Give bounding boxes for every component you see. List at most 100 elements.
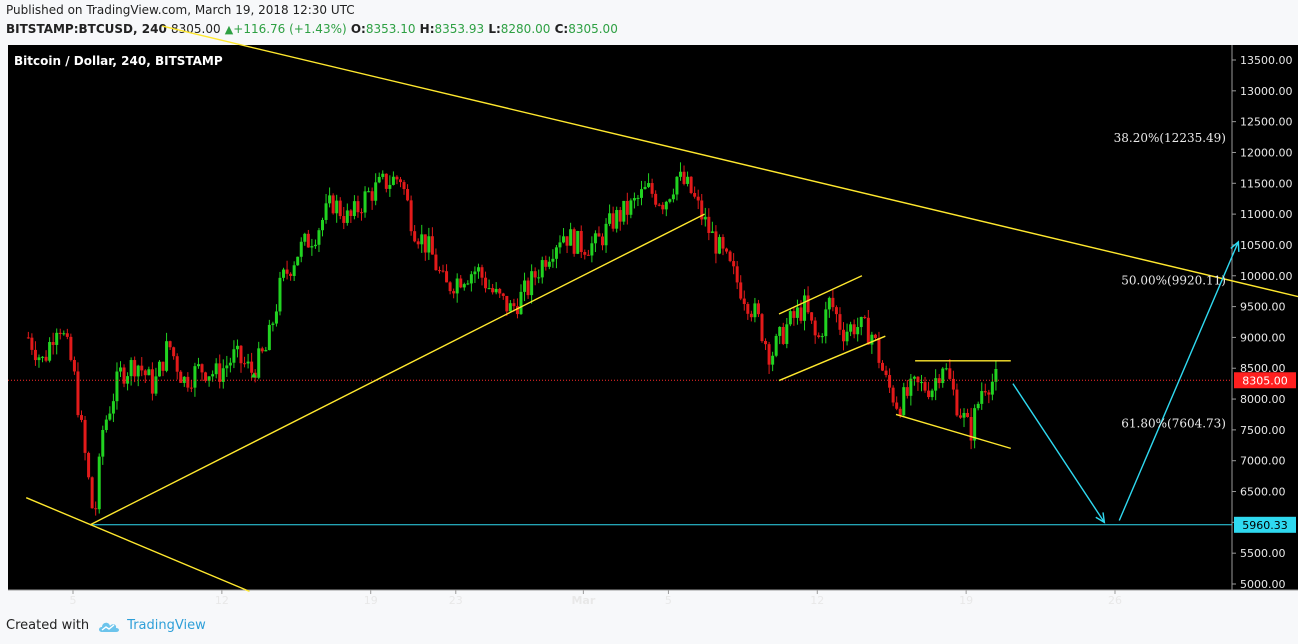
candle-body (126, 376, 130, 384)
trendline[interactable] (778, 275, 863, 315)
candle-body (519, 291, 523, 315)
candle-body (586, 254, 590, 256)
created-with-label: Created with (6, 618, 90, 633)
candle-body (803, 295, 807, 321)
candle-body (813, 320, 817, 336)
candle-body (880, 362, 884, 371)
candle-body (501, 293, 505, 296)
y-tick-label: 7000.00 (1240, 455, 1286, 468)
candle-body (703, 216, 707, 220)
candle-body (696, 196, 700, 201)
trendline[interactable] (895, 413, 1011, 450)
support-tag-label: 5960.33 (1242, 519, 1288, 532)
candle-body (359, 212, 363, 214)
last-price-tag (1234, 372, 1296, 389)
candle-body (37, 357, 41, 361)
trendline[interactable] (162, 25, 1298, 324)
candle-body (859, 316, 863, 328)
candle-body (264, 350, 268, 352)
candle-body (608, 213, 612, 224)
candle-body (554, 247, 558, 259)
support-tag (1234, 516, 1296, 533)
candle-body (565, 236, 569, 246)
candle-body (597, 233, 601, 237)
candle-body (381, 173, 385, 177)
trendline[interactable] (89, 213, 705, 526)
candle-body (342, 216, 346, 223)
candle-body (884, 370, 888, 376)
y-tick-label: 11000.00 (1240, 208, 1293, 221)
candle-body (26, 337, 30, 339)
x-tick-label: Mar (571, 594, 595, 607)
candle-body (551, 258, 555, 262)
candle-body (739, 282, 743, 299)
trendline[interactable] (778, 335, 886, 382)
candle-body (604, 223, 608, 246)
projection-arrow[interactable] (1118, 241, 1239, 521)
candle-body (930, 390, 934, 398)
candle-body (618, 210, 622, 222)
candle-body (866, 317, 870, 345)
low-value: 8280.00 (500, 22, 551, 36)
candle-body (919, 382, 923, 384)
candle-body (476, 267, 480, 272)
candle-body (891, 387, 895, 403)
candle-body (547, 261, 551, 267)
candle-body (717, 237, 721, 254)
candle-body (583, 252, 587, 255)
candle-body (402, 182, 406, 190)
candle-body (799, 307, 803, 321)
candle-body (200, 364, 204, 373)
candle-body (877, 337, 881, 363)
candle-body (97, 456, 101, 510)
candle-body (774, 335, 778, 356)
candle-body (778, 326, 782, 336)
candle-body (512, 303, 516, 307)
close-value: 8305.00 (568, 22, 618, 36)
candle-body (572, 229, 576, 254)
x-tick-label: 23 (449, 594, 463, 607)
candle-body (795, 307, 799, 318)
candle-body (161, 361, 165, 371)
candle-body (430, 236, 434, 255)
trendline[interactable] (25, 497, 250, 593)
fib-level-label: 38.20%(12235.49) (1114, 131, 1226, 145)
candle-body (398, 179, 402, 183)
price-axis[interactable] (1232, 45, 1298, 590)
candle-body (427, 236, 431, 253)
candle-body (569, 229, 573, 246)
candle-body (168, 341, 172, 348)
candle-body (707, 216, 711, 233)
candle-body (189, 387, 193, 389)
candle-body (902, 387, 906, 416)
candle-body (204, 372, 208, 381)
candle-body (225, 365, 229, 369)
high-value: 8353.93 (434, 22, 485, 36)
candle-body (239, 345, 243, 364)
candle-body (647, 183, 651, 187)
candle-body (321, 219, 325, 231)
candle-body (980, 391, 984, 404)
high-label: H: (419, 22, 435, 36)
candle-body (303, 233, 307, 242)
candle-body (150, 369, 154, 394)
candle-body (445, 271, 449, 283)
ohlc-line: BITSTAMP:BTCUSD, 240 8305.00 ▲+116.76 (+… (6, 22, 618, 36)
plot-area[interactable] (8, 45, 1232, 590)
candle-body (721, 237, 725, 249)
candle-body (746, 304, 750, 314)
candle-body (934, 378, 938, 391)
candle-body (267, 324, 271, 351)
projection-arrow[interactable] (1012, 383, 1105, 523)
candle-body (948, 368, 952, 379)
x-tick-label: 12 (810, 594, 824, 607)
candle-body (328, 195, 332, 204)
candle-body (384, 173, 388, 189)
fib-level-label: 50.00%(9920.11) (1121, 274, 1226, 288)
candle-body (686, 176, 690, 184)
candle-body (870, 334, 874, 345)
y-tick-label: 8000.00 (1240, 393, 1286, 406)
tradingview-link[interactable]: TradingView (127, 618, 206, 633)
candle-body (678, 171, 682, 177)
